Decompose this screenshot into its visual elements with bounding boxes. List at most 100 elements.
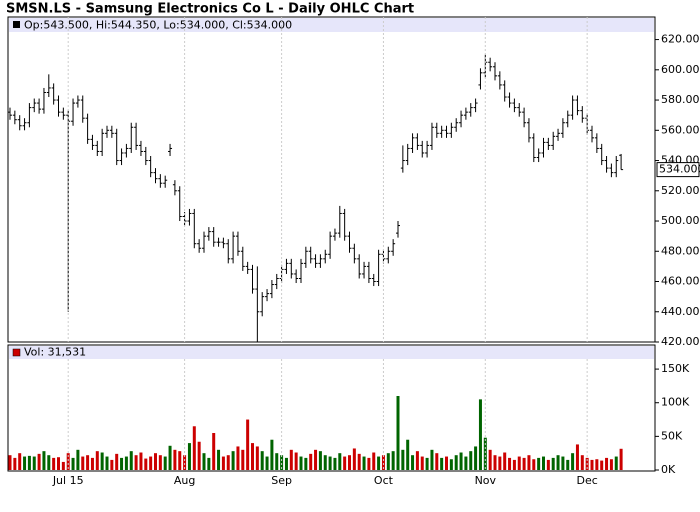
volume-bar	[391, 451, 395, 470]
volume-bar	[86, 455, 90, 470]
volume-bar	[139, 452, 143, 470]
volume-bar	[217, 449, 221, 470]
volume-bar	[464, 456, 468, 470]
volume-bar	[265, 456, 269, 470]
volume-bar	[546, 459, 550, 470]
volume-bar	[440, 457, 444, 470]
volume-bar	[381, 455, 385, 470]
y-tick-label: 560.000	[661, 123, 700, 136]
volume-bar	[454, 455, 458, 470]
volume-bar	[280, 455, 284, 470]
y-tick-label: 100K	[661, 396, 690, 409]
volume-bar	[105, 456, 109, 470]
y-tick-label: 150K	[661, 362, 690, 375]
volume-bar	[192, 426, 196, 470]
volume-bar	[154, 453, 157, 470]
volume-bar	[251, 443, 254, 470]
volume-bar	[318, 451, 322, 470]
volume-bar	[372, 452, 376, 470]
volume-bar	[425, 457, 429, 470]
volume-bar	[561, 456, 565, 470]
y-tick-label: 500.000	[661, 214, 700, 227]
volume-bar	[406, 439, 410, 470]
volume-bar	[47, 455, 51, 470]
volume-marker	[12, 348, 21, 357]
volume-bar	[120, 457, 124, 470]
volume-bar	[212, 433, 216, 470]
volume-bar	[76, 449, 80, 470]
volume-bar	[110, 459, 114, 470]
volume-bar	[338, 453, 342, 470]
volume-bar	[323, 455, 327, 470]
volume-bar	[420, 456, 424, 470]
volume-bar	[289, 449, 293, 470]
volume-bar	[37, 453, 41, 470]
volume-bar	[396, 396, 400, 470]
volume-bar	[270, 439, 274, 470]
volume-bar	[343, 456, 347, 470]
last-price-box	[656, 162, 700, 178]
volume-bar	[144, 458, 148, 470]
volume-bar	[459, 452, 463, 470]
y-tick-label: 0K	[661, 463, 676, 476]
y-tick-label: 420.000	[661, 335, 700, 348]
y-tick-label: 600.000	[661, 63, 700, 76]
volume-bar	[231, 451, 235, 470]
volume-bar	[532, 459, 536, 470]
x-tick-label: Sep	[271, 474, 292, 487]
volume-bar	[474, 446, 478, 470]
volume-bar	[580, 455, 584, 470]
volume-bar	[575, 444, 579, 470]
volume-bar	[260, 451, 264, 470]
volume-bar	[173, 449, 177, 470]
x-tick-label: Nov	[475, 474, 497, 487]
volume-bar	[522, 457, 526, 470]
volume-bar	[435, 453, 439, 470]
volume-bar	[498, 456, 502, 470]
volume-bar	[95, 451, 99, 470]
volume-legend: Vol: 31,531	[24, 346, 86, 359]
volume-bar	[197, 441, 201, 470]
volume-bar	[503, 452, 507, 470]
volume-bar	[328, 456, 332, 470]
volume-bar	[401, 449, 405, 470]
volume-bar	[609, 459, 613, 470]
volume-bar	[294, 452, 298, 470]
info-marker	[13, 21, 20, 28]
volume-bar	[124, 456, 128, 470]
volume-bar	[614, 456, 618, 470]
volume-bar	[90, 457, 94, 470]
volume-bar	[415, 451, 419, 470]
volume-bar	[478, 399, 482, 470]
volume-bar	[377, 456, 381, 470]
volume-bar	[304, 457, 308, 470]
volume-bar	[469, 451, 473, 470]
volume-bar	[508, 457, 512, 470]
volume-bar	[333, 457, 337, 470]
volume-bar	[411, 455, 415, 470]
x-tick-label: Oct	[374, 474, 394, 487]
volume-bar	[551, 457, 555, 470]
y-tick-label: 620.000	[661, 33, 700, 46]
volume-bar	[100, 452, 104, 470]
volume-bar	[202, 453, 206, 470]
last-price-label: 534.000	[659, 163, 700, 176]
volume-bar	[71, 457, 75, 470]
volume-bar	[158, 455, 162, 470]
volume-bar	[483, 437, 487, 470]
volume-bar	[348, 455, 351, 470]
volume-bar	[357, 453, 361, 470]
x-tick-label: Aug	[174, 474, 195, 487]
volume-bar	[32, 456, 36, 470]
volume-bar	[386, 453, 390, 470]
volume-bar	[23, 456, 27, 470]
volume-bar	[566, 459, 570, 470]
volume-bar	[493, 455, 497, 470]
volume-bar	[595, 459, 599, 470]
volume-bar	[183, 455, 187, 470]
y-tick-label: 580.000	[661, 93, 700, 106]
x-tick-label: Jul 15	[52, 474, 84, 487]
info-text: Op:543.500, Hi:544.350, Lo:534.000, Cl:5…	[24, 19, 292, 32]
volume-bar	[246, 419, 250, 470]
